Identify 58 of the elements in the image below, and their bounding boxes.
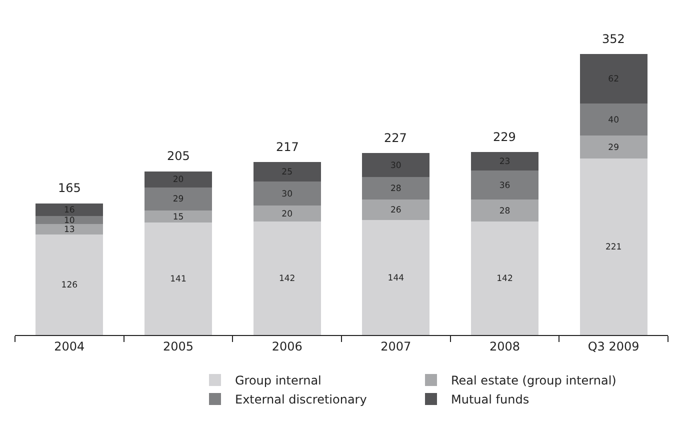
data-label: 28 [390,184,402,194]
total-label: 352 [602,32,625,46]
x-tick-label: 2008 [489,339,520,354]
bar [471,170,538,200]
bar [580,54,648,104]
data-label: 20 [282,210,292,220]
bar [36,203,104,216]
bar [580,135,648,159]
data-label: 221 [605,242,622,253]
bar [362,176,430,200]
data-label: 142 [496,274,513,284]
bar [362,220,430,335]
bar [471,199,538,222]
bar [144,171,212,188]
legend-label: Real estate (group internal) [451,374,616,388]
data-label: 15 [172,212,184,222]
bar [471,152,538,171]
bar [362,152,430,177]
bar [144,210,212,222]
data-label: 40 [608,115,620,126]
bar [253,182,321,206]
data-label: 30 [282,190,292,200]
data-label: 26 [390,206,402,216]
data-label: 29 [172,194,184,205]
bar [580,158,648,335]
data-label: 126 [61,280,78,291]
legend-label: External discretionary [235,392,367,407]
total-label: 205 [167,149,190,163]
legend-label: Group internal [235,374,322,388]
total-label: 227 [384,131,407,145]
total-label: 165 [58,181,81,195]
total-label: 229 [493,130,516,144]
data-label: 141 [170,274,186,285]
x-tick-label: 2004 [54,339,85,354]
x-tick-label: 2005 [162,339,194,354]
bar [36,234,104,335]
bar [471,222,538,335]
data-label: 28 [499,206,510,216]
x-tick-label: 2007 [380,339,412,354]
bar [36,224,104,234]
data-label: 10 [64,216,75,226]
bar [253,206,321,222]
x-tick-label: Q3 2009 [588,339,640,354]
x-tick-label: 2006 [272,339,302,354]
total-label: 217 [276,140,299,154]
data-label: 144 [388,273,404,284]
data-label: 29 [608,142,620,153]
legend-label: Mutual funds [451,392,530,407]
bar [144,187,212,210]
bar [36,216,104,224]
data-label: 36 [499,180,510,191]
bar [580,103,648,136]
bar [253,162,321,182]
bar [362,199,430,220]
bar [253,222,321,335]
data-label: 13 [64,225,75,236]
bar [144,222,212,335]
data-label: 142 [278,274,296,284]
